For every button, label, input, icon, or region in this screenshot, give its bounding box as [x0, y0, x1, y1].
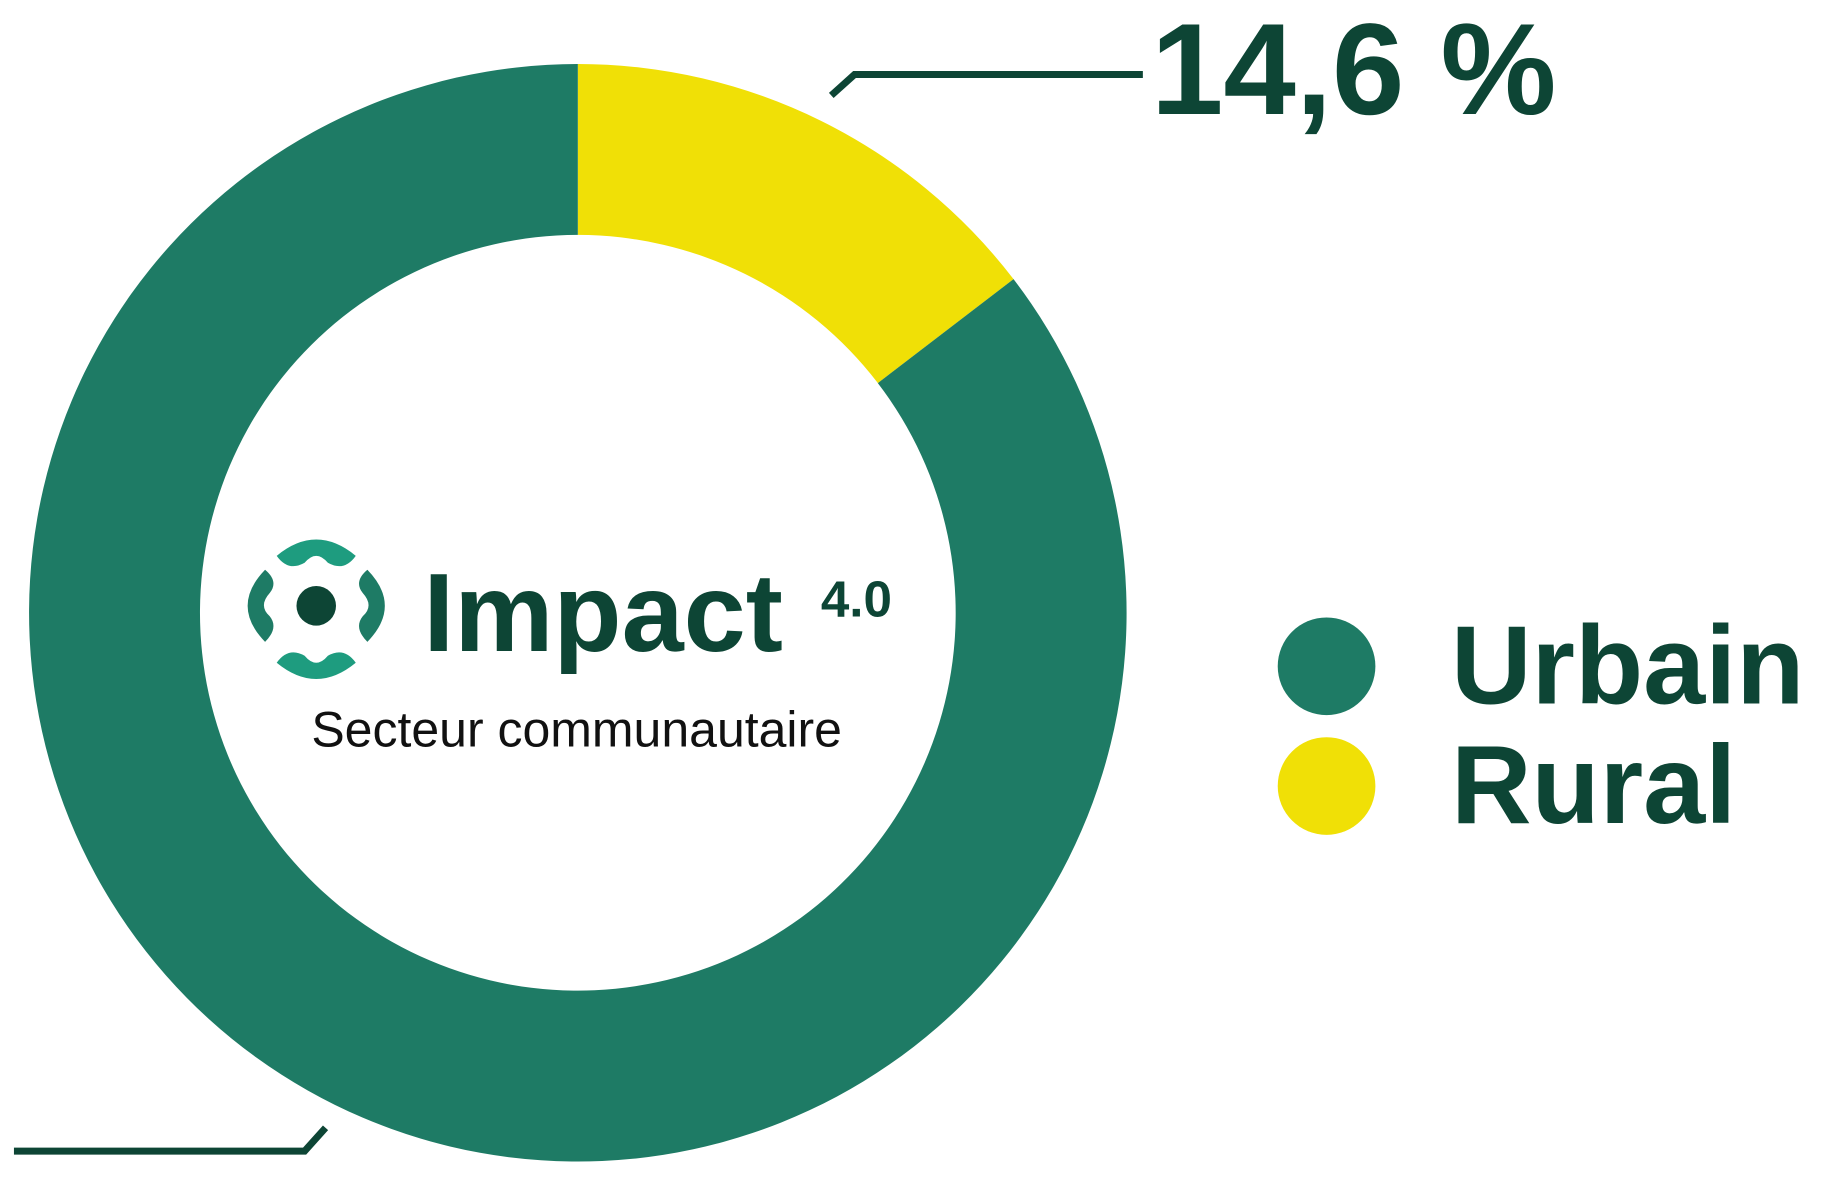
- legend-swatch: [1277, 617, 1376, 716]
- donut-segment: [577, 64, 1014, 384]
- logo-name: Impact: [423, 550, 783, 675]
- legend-label: Urbain: [1451, 602, 1804, 727]
- value-label: 14,6 %: [1151, 0, 1556, 142]
- legend-label: Rural: [1451, 722, 1736, 847]
- leader-line: [828, 71, 1143, 99]
- logo-version: 4.0: [821, 570, 892, 627]
- legend-swatch: [1277, 737, 1376, 835]
- donut-segment: [29, 64, 1127, 1162]
- logo: Impact 4.0 Secteur communautaire: [247, 539, 892, 757]
- donut: [29, 64, 1127, 1162]
- logo-icon: [247, 539, 385, 680]
- logo-tagline: Secteur communautaire: [311, 701, 842, 757]
- leader-line: [13, 1125, 329, 1155]
